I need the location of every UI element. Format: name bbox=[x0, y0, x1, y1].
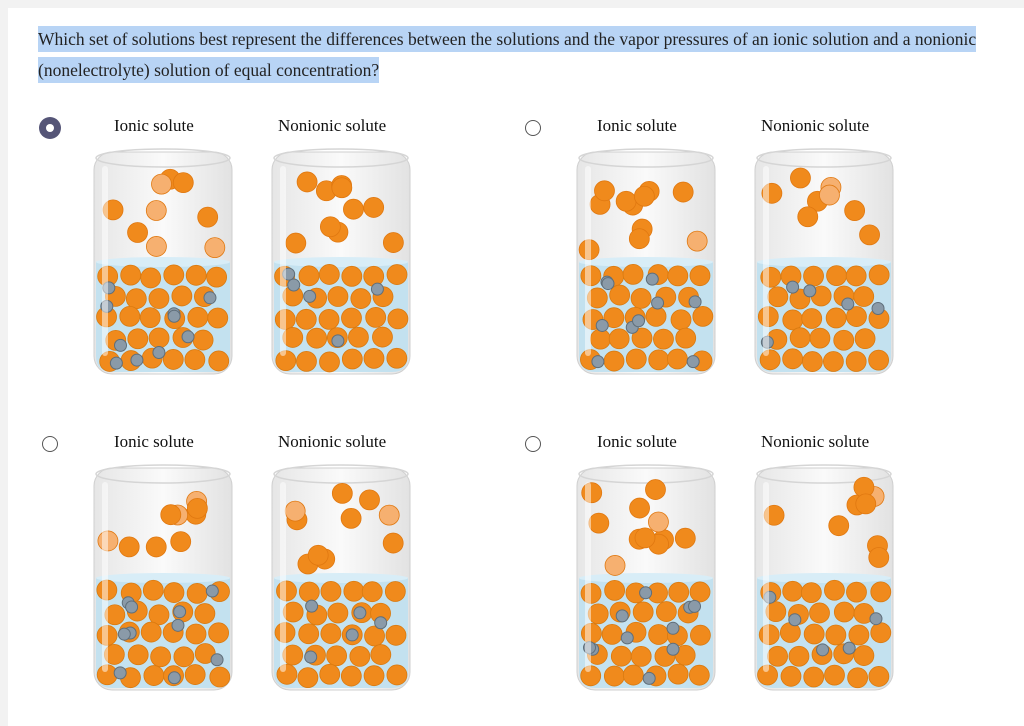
nonionic-solute-label: Nonionic solute bbox=[761, 432, 870, 451]
radio-button[interactable] bbox=[42, 436, 58, 452]
answer-option-2[interactable]: Ionic solute Nonionic solute bbox=[521, 116, 991, 406]
ionic-beaker-image bbox=[576, 148, 716, 375]
nonionic-solute-label: Nonionic solute bbox=[278, 116, 387, 135]
ionic-solute-label: Ionic solute bbox=[114, 116, 194, 135]
answer-option-3[interactable]: Ionic solute Nonionic solute bbox=[38, 432, 508, 722]
ionic-beaker-image bbox=[576, 464, 716, 691]
ionic-beaker-image bbox=[93, 148, 233, 375]
nonionic-solute-label: Nonionic solute bbox=[761, 116, 870, 135]
nonionic-beaker-image bbox=[271, 148, 411, 375]
question-text: Which set of solutions best represent th… bbox=[38, 24, 1003, 86]
ionic-solute-label: Ionic solute bbox=[597, 116, 677, 135]
ionic-beaker-image bbox=[93, 464, 233, 691]
ionic-solute-label: Ionic solute bbox=[597, 432, 677, 451]
answer-option-4[interactable]: Ionic solute Nonionic solute bbox=[521, 432, 991, 722]
page: Which set of solutions best represent th… bbox=[8, 8, 1024, 726]
radio-button[interactable] bbox=[525, 436, 541, 452]
nonionic-beaker-image bbox=[271, 464, 411, 691]
nonionic-solute-label: Nonionic solute bbox=[278, 432, 387, 451]
nonionic-beaker-image bbox=[754, 464, 894, 691]
radio-button-selected[interactable] bbox=[39, 117, 61, 139]
nonionic-beaker-image bbox=[754, 148, 894, 375]
ionic-solute-label: Ionic solute bbox=[114, 432, 194, 451]
answer-option-1[interactable]: Ionic solute Nonionic solute bbox=[38, 116, 508, 406]
radio-button[interactable] bbox=[525, 120, 541, 136]
